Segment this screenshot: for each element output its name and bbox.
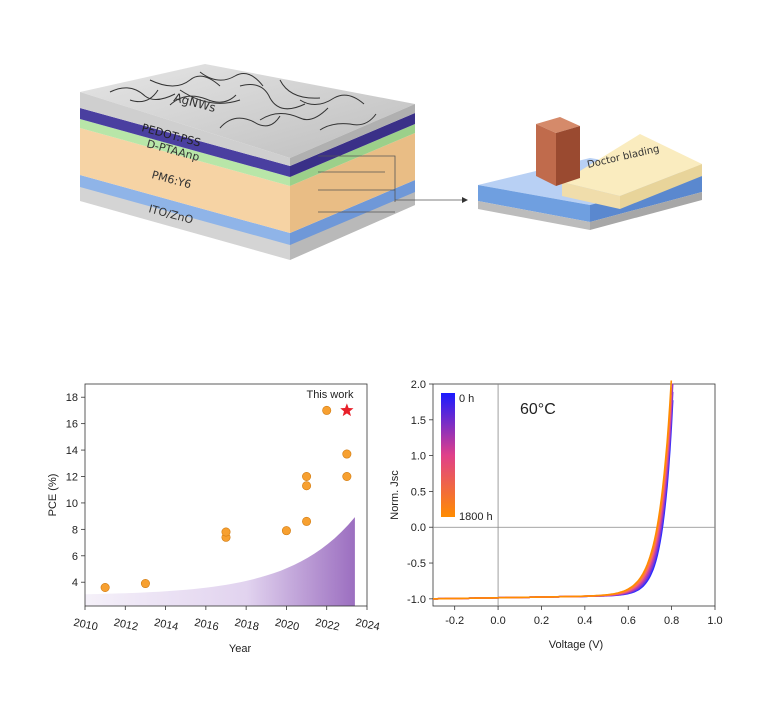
pce-chart: 4 6 8 10 12 14 16 18 2010 2012 2014 2016 2018 2020 20… [47,383,381,655]
pce-data-point [302,481,312,491]
jv-chart: -1.0 -0.5 0.0 0.5 1.0 1.5 2.0 -0.2 0.0 0.2 0.4 0.6… [389,379,723,651]
device-stack-diagram: AgNWs PEDOT:PSS D-PTAAnp PM6:Y6 ITO/ZnO [80,64,468,260]
pce-y-axis-label: PCE (%) [47,474,59,517]
pce-y-tick-label: 16 [66,419,78,431]
jv-x-tick-label: -0.2 [445,615,464,627]
pce-x-tick-label: 2022 [314,617,340,634]
jv-y-tick-label: 0.0 [411,522,426,534]
jv-x-tick-label: 0.6 [621,615,636,627]
colorbar-bottom-label: 1800 h [459,511,493,523]
pce-x-tick-label: 2024 [354,617,380,634]
pce-data-point [342,471,352,481]
jv-x-tick-label: 0.8 [664,615,679,627]
this-work-star-icon [340,403,354,417]
jv-y-tick-label: -1.0 [407,594,426,606]
pce-x-tick-label: 2010 [72,617,98,634]
jv-x-tick-label: 0.4 [577,615,592,627]
jv-y-tick-label: 1.5 [411,415,426,427]
jv-curve [433,400,674,600]
pce-y-tick-label: 4 [72,577,78,589]
this-work-label: This work [306,389,354,401]
pce-data-point [281,526,291,536]
aging-colorbar [441,393,455,517]
jv-y-tick-label: 2.0 [411,379,426,391]
pce-x-tick-label: 2018 [234,617,260,634]
pce-y-tick-label: 10 [66,498,78,510]
trend-band [85,517,355,606]
jv-x-axis-label: Voltage (V) [549,639,603,651]
pce-y-tick-label: 14 [66,445,78,457]
pce-data-point [302,516,312,526]
jv-x-tick-label: 0.0 [490,615,505,627]
jv-plot-frame [432,383,716,607]
connector-lines [318,155,462,213]
jv-y-axis-label: Norm. Jsc [389,470,401,520]
pce-data-point [221,527,231,537]
nanowire-texture [109,71,377,131]
pce-x-tick-label: 2020 [274,617,300,634]
pce-plot-frame [84,383,368,607]
pce-y-tick-label: 6 [72,551,78,563]
pce-data-point [302,471,312,481]
colorbar-top-label: 0 h [459,393,474,405]
pce-data-point [100,582,110,592]
pce-data-point [140,579,150,589]
pce-data-point [322,405,332,415]
pce-x-tick-label: 2014 [153,617,179,634]
pce-y-tick-label: 18 [66,392,78,404]
jv-y-tick-label: -0.5 [407,558,426,570]
jv-curve [433,394,673,600]
pce-data-point [342,449,352,459]
pce-x-tick-label: 2016 [193,617,219,634]
jv-x-tick-label: 0.2 [534,615,549,627]
pce-x-axis-label: Year [229,643,252,655]
jv-curve [433,402,673,600]
jv-curve [433,380,673,600]
arrow-head-icon [462,197,468,203]
doctor-blading-diagram: Doctor blading [478,117,702,230]
pce-x-tick-label: 2012 [113,617,139,634]
jv-y-tick-label: 0.5 [411,486,426,498]
jv-curve [433,391,674,600]
pce-y-tick-label: 8 [72,524,78,536]
jv-curve [433,387,673,600]
pce-y-tick-label: 12 [66,472,78,484]
jv-y-tick-label: 1.0 [411,451,426,463]
temperature-annotation: 60°C [520,401,556,418]
jv-x-tick-label: 1.0 [707,615,722,627]
